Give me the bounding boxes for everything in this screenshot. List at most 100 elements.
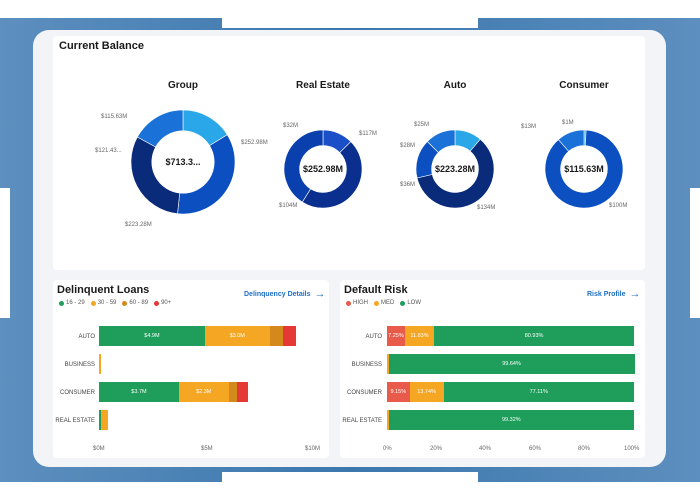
- legend-item: LOW: [400, 300, 421, 306]
- bar-segment[interactable]: [228, 382, 238, 402]
- legend-dot: [400, 300, 406, 306]
- risk-axis-tick: 80%: [578, 446, 591, 452]
- donut-chart-consumer[interactable]: $115.63M: [545, 130, 623, 208]
- delinquent-axis-tick: $10M: [305, 446, 321, 452]
- delinquent-category-label: REAL ESTATE: [55, 418, 95, 424]
- bar-segment[interactable]: 7.25%: [387, 326, 405, 346]
- risk-axis-tick: 100%: [624, 446, 640, 452]
- risk-category-label: REAL ESTATE: [342, 418, 382, 424]
- donut-title-consumer: Consumer: [559, 80, 609, 91]
- donut-label: $28M: [400, 143, 416, 149]
- donut-label: $100M: [609, 203, 628, 209]
- frame-cut-right: [690, 188, 700, 318]
- donut-hole: [560, 145, 608, 193]
- legend-dot: [346, 300, 351, 306]
- delinquent-axis-tick: $5M: [201, 446, 213, 452]
- bar-segment[interactable]: 99.64%: [388, 354, 635, 374]
- legend-label: 90+: [161, 300, 172, 306]
- bar-row: $4.9M $3.0M: [99, 326, 296, 346]
- bar-segment[interactable]: 9.15%: [387, 382, 410, 402]
- donut-label: $25M: [414, 122, 430, 128]
- donut-center-value: $713.3...: [165, 157, 200, 167]
- arrow-right-icon: →: [629, 288, 641, 300]
- bar-segment[interactable]: $3.7M: [99, 382, 179, 402]
- current-balance-card: Current Balance Group $713.3... $115.63M…: [53, 36, 645, 270]
- default-risk-card: Default Risk Risk Profile → HIGH MED LOW…: [340, 280, 645, 458]
- donut-title-auto: Auto: [443, 80, 467, 91]
- arrow-right-icon: →: [314, 288, 326, 300]
- delinquent-axis-tick: $0M: [93, 446, 105, 452]
- legend-dot: [374, 300, 379, 306]
- bar-segment[interactable]: [387, 410, 389, 430]
- bar-segment[interactable]: $4.9M: [99, 326, 205, 346]
- donut-label: $117M: [359, 131, 377, 137]
- bar-segment[interactable]: 13.74%: [409, 382, 444, 402]
- legend-item: 16 - 29: [59, 300, 85, 306]
- default-risk-title: Default Risk: [344, 284, 408, 296]
- bar-segment[interactable]: 80.93%: [434, 326, 635, 346]
- legend-label: MED: [381, 300, 395, 306]
- donut-title-group: Group: [168, 80, 198, 91]
- legend-dot: [59, 300, 64, 306]
- donut-center-value: $252.98M: [303, 164, 343, 174]
- legend-item: 60 - 89: [122, 300, 148, 306]
- risk-axis-tick: 0%: [383, 446, 392, 452]
- risk-profile-label: Risk Profile: [587, 291, 626, 298]
- risk-axis-tick: 40%: [479, 446, 492, 452]
- donut-chart-group[interactable]: $713.3...: [131, 110, 235, 214]
- delinquent-category-label: AUTO: [78, 334, 95, 340]
- bar-segment[interactable]: [387, 354, 389, 374]
- donut-label: $252.98M: [241, 140, 268, 146]
- risk-axis-tick: 60%: [529, 446, 542, 452]
- legend-label: 30 - 59: [97, 300, 117, 306]
- delinquency-details-link[interactable]: Delinquency Details →: [244, 289, 326, 300]
- frame-cut-left: [0, 188, 10, 318]
- bar-segment[interactable]: [237, 382, 248, 402]
- delinquent-loans-card: Delinquent Loans Delinquency Details → 1…: [53, 280, 329, 458]
- legend-item: HIGH: [346, 300, 368, 306]
- legend-dot: [122, 300, 128, 306]
- legend-dot: [90, 300, 96, 306]
- bar-row: 99.64%: [387, 354, 635, 374]
- donut-hole: [299, 145, 347, 193]
- donut-center-value: $115.63M: [564, 164, 604, 174]
- donut-chart-real-estate[interactable]: $252.98M: [284, 130, 362, 208]
- bar-segment[interactable]: [99, 410, 102, 430]
- legend-label: 16 - 29: [66, 300, 85, 306]
- bar-segment[interactable]: 99.32%: [388, 410, 634, 430]
- delinquent-category-label: CONSUMER: [59, 390, 95, 396]
- risk-axis-tick: 20%: [430, 446, 443, 452]
- risk-category-label: CONSUMER: [346, 390, 382, 396]
- donut-label: $36M: [400, 182, 416, 188]
- legend-item: MED: [374, 300, 394, 306]
- legend-dot: [154, 300, 160, 306]
- bar-segment[interactable]: $3.0M: [204, 326, 270, 346]
- delinquent-loans-title: Delinquent Loans: [57, 284, 150, 296]
- bar-segment[interactable]: [99, 354, 102, 374]
- frame-cut-bottom: [222, 472, 478, 482]
- delinquent-legend: 16 - 29 30 - 59 60 - 89 90+: [59, 300, 171, 306]
- risk-category-label: BUSINESS: [351, 362, 382, 368]
- donut-label: $121.43...: [95, 148, 122, 154]
- bar-segment[interactable]: [101, 410, 108, 430]
- bar-segment[interactable]: $2.3M: [178, 382, 229, 402]
- donut-label: $104M: [279, 203, 298, 209]
- dashboard: Current Balance Group $713.3... $115.63M…: [33, 30, 666, 467]
- current-balance-title: Current Balance: [59, 40, 144, 52]
- bar-segment[interactable]: 11.83%: [404, 326, 435, 346]
- legend-label: 60 - 89: [129, 300, 149, 306]
- bar-segment[interactable]: [282, 326, 296, 346]
- bar-row: 7.25% 11.83% 80.93%: [387, 326, 635, 346]
- donut-title-real-estate: Real Estate: [296, 80, 350, 91]
- bar-row: 99.32%: [387, 410, 634, 430]
- bar-row: $3.7M $2.3M: [99, 382, 248, 402]
- risk-profile-link[interactable]: Risk Profile →: [587, 289, 641, 300]
- delinquency-details-label: Delinquency Details: [244, 291, 311, 298]
- legend-item: 30 - 59: [90, 300, 117, 306]
- bar-row: [99, 410, 108, 430]
- donut-chart-auto[interactable]: $223.28M: [416, 130, 494, 208]
- frame-cut-top: [222, 18, 478, 28]
- donut-segment[interactable]: [136, 110, 184, 148]
- bar-segment[interactable]: 77.11%: [443, 382, 634, 402]
- bar-segment[interactable]: [269, 326, 283, 346]
